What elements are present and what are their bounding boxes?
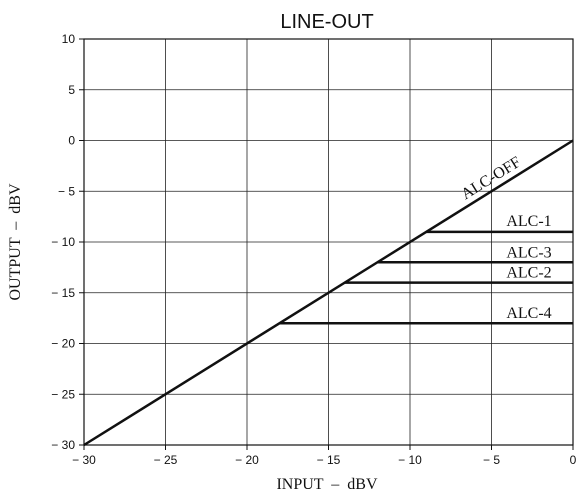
series-label-alc-3: ALC-3 (506, 244, 551, 261)
series-label-alc-4: ALC-4 (506, 305, 551, 322)
x-tick-label: − 10 (398, 453, 422, 467)
grid (83, 38, 574, 446)
y-tick-label: 10 (62, 32, 76, 46)
y-tick-label: − 10 (51, 235, 75, 249)
y-tick-label: 5 (68, 83, 75, 97)
y-tick-label: 0 (68, 134, 75, 148)
x-axis-label: INPUT – dBV (276, 476, 377, 493)
x-tick-label: − 30 (72, 453, 96, 467)
x-tick-label: 0 (570, 453, 577, 467)
y-tick-label: − 5 (58, 184, 75, 198)
y-tick-label: − 15 (51, 286, 75, 300)
series-label-alc-1: ALC-1 (506, 213, 551, 230)
series-line-alc-off (83, 139, 574, 447)
x-tick-label: − 5 (483, 453, 500, 467)
chart-title: LINE-OUT (280, 11, 373, 33)
x-tick-label: − 20 (235, 453, 259, 467)
x-tick-label: − 15 (317, 453, 341, 467)
y-tick-label: − 25 (51, 387, 75, 401)
series-label-alc-2: ALC-2 (506, 265, 551, 282)
y-axis-label: OUTPUT – dBV (7, 183, 24, 300)
y-tick-label: − 20 (51, 337, 75, 351)
x-tick-label: − 25 (154, 453, 178, 467)
y-tick-label: − 30 (51, 438, 75, 452)
y-axis-ticks: 10 5 0 − 5 − 10 − 15 − 20 − 25 − 30 (51, 32, 84, 452)
x-axis-ticks: − 30 − 25 − 20 − 15 − 10 − 5 0 (72, 445, 577, 467)
